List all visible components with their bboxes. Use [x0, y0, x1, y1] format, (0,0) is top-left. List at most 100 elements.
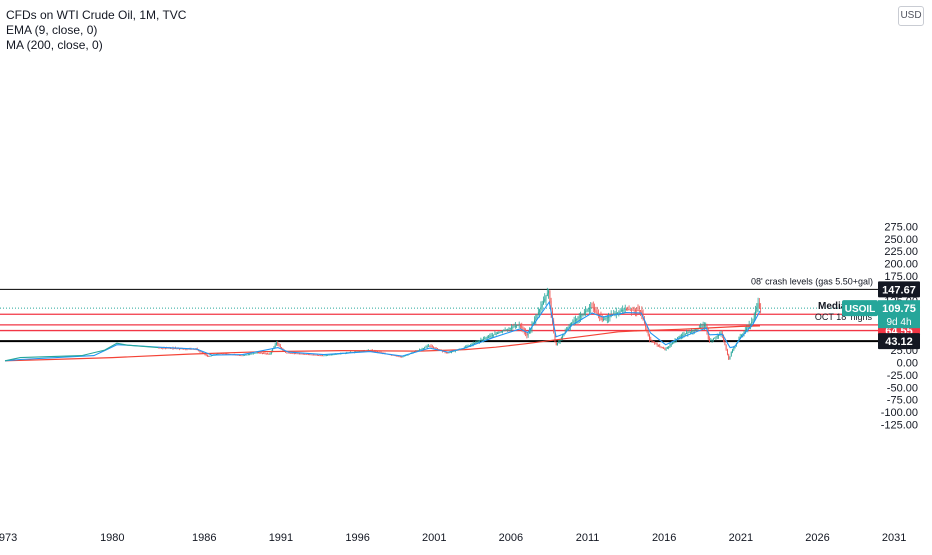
candle-body [647, 331, 649, 336]
candle-body [646, 327, 648, 332]
candle-body [601, 318, 603, 320]
price-label-43-bg [878, 333, 920, 350]
candle-body [726, 349, 728, 355]
candle-body [452, 351, 454, 353]
candle-body [508, 328, 510, 330]
candle-body [277, 342, 279, 345]
ema-9-line [4, 300, 761, 362]
candle-body [200, 351, 202, 353]
candle-body [617, 312, 619, 314]
candle-body [268, 353, 270, 355]
x-tick-label: 2026 [805, 532, 829, 544]
candle-body [497, 333, 498, 334]
candle-body [634, 309, 636, 311]
candle-body [272, 349, 274, 352]
candle-body [520, 324, 521, 326]
candle-body [615, 313, 617, 315]
candle-body [536, 314, 538, 318]
candle-body [480, 340, 482, 342]
candle-body [300, 353, 302, 355]
x-tick-label: 2011 [576, 532, 600, 544]
candle-body [670, 343, 672, 346]
y-tick-label: 225.00 [884, 246, 918, 258]
y-tick-label: -75.00 [887, 395, 918, 407]
candle-body [166, 347, 168, 349]
indicator-layer [4, 300, 761, 362]
x-tick-label: 2016 [652, 532, 676, 544]
candle-body [276, 342, 277, 345]
candle-body [394, 355, 396, 357]
candle-body [181, 348, 183, 350]
candle-body [263, 353, 265, 355]
candle-body [548, 290, 550, 294]
candle-body [295, 353, 297, 355]
candle-body [402, 356, 404, 358]
candle-body [678, 336, 680, 338]
candle-body [753, 315, 755, 320]
candle-body [475, 342, 477, 344]
price-label-147: 147.67 [882, 284, 916, 296]
candle-body [302, 353, 304, 355]
candle-body [640, 310, 642, 312]
candle-body [290, 352, 291, 354]
ma-legend: MA (200, close, 0) [6, 38, 103, 52]
currency-button[interactable]: USD [898, 6, 924, 26]
ema-legend: EMA (9, close, 0) [6, 23, 98, 37]
y-tick-label: 200.00 [884, 259, 918, 271]
candle-body [307, 354, 309, 356]
candle-body [223, 353, 225, 355]
candle-body [485, 337, 487, 339]
candle-body [660, 346, 662, 348]
candle-body [237, 355, 239, 356]
candle-body [167, 347, 169, 349]
candle-body [246, 354, 248, 356]
candle-body [301, 353, 303, 355]
candle-body [481, 339, 483, 341]
candle-body [477, 341, 479, 343]
candle-body [583, 312, 585, 314]
candle-body [632, 309, 634, 311]
candle-body [705, 324, 707, 326]
candle-body [710, 340, 712, 342]
candle-body [428, 345, 429, 347]
x-tick-label: 2006 [499, 532, 523, 544]
x-tick-label: 1973 [0, 532, 17, 544]
candle-body [319, 355, 321, 357]
candle-body [332, 354, 334, 356]
candle-body [267, 353, 268, 355]
candle-body [175, 348, 176, 350]
candle-body [306, 354, 308, 356]
candle-body [171, 348, 173, 349]
candle-body [429, 345, 431, 347]
chart-legend: CFDs on WTI Crude Oil, 1M, TVC EMA (9, c… [6, 8, 186, 53]
candle-body [574, 319, 576, 321]
candle-body [491, 335, 493, 336]
candle-body [424, 347, 426, 349]
candle-body [604, 318, 606, 320]
candle-body [320, 355, 322, 357]
candle-body [512, 327, 514, 328]
candle-body [431, 346, 433, 348]
candle-body [546, 293, 548, 297]
candle-body [256, 352, 258, 354]
candle-body [500, 331, 502, 333]
candle-body [587, 309, 589, 311]
candle-body [755, 311, 756, 316]
candle-body [490, 335, 492, 337]
candle-body [686, 333, 687, 335]
candle-body [296, 353, 298, 355]
candle-body [507, 329, 509, 330]
candle-body [327, 355, 329, 356]
candle-body [453, 350, 455, 352]
candle-body [707, 331, 709, 339]
candle-body [596, 311, 598, 314]
candle-body [238, 355, 240, 356]
candle-body [666, 347, 668, 349]
candle-body [304, 354, 306, 355]
candle-body [687, 332, 689, 334]
candle-body [585, 311, 587, 313]
candle-body [472, 343, 474, 345]
candle-body [297, 353, 299, 355]
